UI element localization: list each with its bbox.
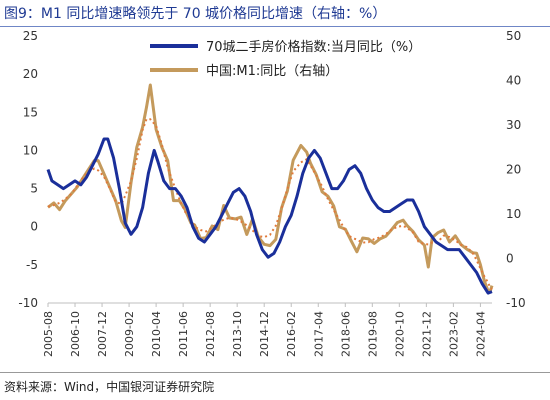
y-right-tick-label: -10 <box>506 296 526 310</box>
y-left-tick-label: 25 <box>23 29 38 43</box>
y-left-tick-label: -5 <box>26 258 38 272</box>
source-rule <box>0 372 550 373</box>
y-right-tick-label: 20 <box>506 163 521 177</box>
source-note: 资料来源：Wind，中国银河证券研究院 <box>4 380 215 394</box>
y-axis-right: -10 0 10 20 30 40 50 <box>506 29 526 310</box>
x-tick-label: 2020-10 <box>393 311 406 357</box>
x-tick-label: 2023-02 <box>447 311 460 357</box>
y-left-tick-label: 10 <box>23 143 38 157</box>
x-tick-label: 2011-06 <box>177 311 190 357</box>
series-m1-trend-line <box>47 118 493 291</box>
y-right-tick-label: 30 <box>506 118 521 132</box>
title-rule <box>0 26 550 27</box>
x-tick-label: 2018-06 <box>339 311 352 357</box>
x-tick-label: 2009-02 <box>123 311 136 357</box>
y-left-tick-label: 5 <box>30 182 38 196</box>
legend-label-m1: 中国:M1:同比（右轴） <box>206 64 338 79</box>
x-tick-label: 2005-08 <box>42 311 55 357</box>
y-right-tick-label: 0 <box>506 252 514 266</box>
y-axis-left: -10 -5 0 5 10 15 20 25 <box>18 29 38 310</box>
legend: 70城二手房价格指数:当月同比（%） 中国:M1:同比（右轴） <box>150 39 421 79</box>
y-left-tick-label: 0 <box>30 220 38 234</box>
x-axis: 2005-08 2006-10 2007-12 2009-02 2010-04 2011-… <box>42 303 487 357</box>
x-tick-label: 2017-04 <box>312 311 325 357</box>
x-tick-label: 2019-08 <box>366 311 379 357</box>
x-tick-label: 2012-08 <box>204 311 217 357</box>
y-left-tick-label: 20 <box>23 67 38 81</box>
y-right-tick-label: 10 <box>506 207 521 221</box>
x-tick-label: 2006-10 <box>69 311 82 357</box>
y-left-tick-label: -10 <box>18 296 38 310</box>
y-left-tick-label: 15 <box>23 105 38 119</box>
x-tick-label: 2010-04 <box>150 311 163 357</box>
x-tick-label: 2014-12 <box>258 311 271 357</box>
x-tick-label: 2024-04 <box>474 311 487 357</box>
x-tick-label: 2016-02 <box>285 311 298 357</box>
plot-area <box>46 83 494 295</box>
x-tick-label: 2013-10 <box>231 311 244 357</box>
series-m1-line <box>47 83 494 293</box>
x-tick-label: 2021-12 <box>420 311 433 357</box>
series-70city-line <box>46 137 493 295</box>
figure-title: 图9：M1 同比增速略领先于 70 城价格同比增速（右轴：%） <box>4 6 387 22</box>
y-right-tick-label: 50 <box>506 29 521 43</box>
legend-label-70city: 70城二手房价格指数:当月同比（%） <box>206 39 421 55</box>
y-right-tick-label: 40 <box>506 74 521 88</box>
x-tick-label: 2007-12 <box>96 311 109 357</box>
